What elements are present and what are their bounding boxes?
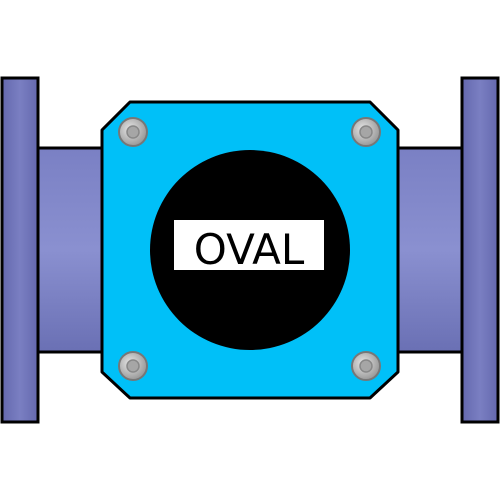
left-flange bbox=[0, 76, 40, 424]
right-pipe bbox=[394, 146, 466, 354]
bolt-bottom-left bbox=[118, 351, 148, 381]
brand-label-plate bbox=[174, 220, 324, 270]
brand-label: OVAL bbox=[194, 225, 305, 274]
bolt-bottom-right bbox=[351, 351, 381, 381]
bolt-top-left bbox=[118, 117, 148, 147]
bolt-top-right bbox=[351, 117, 381, 147]
left-pipe bbox=[34, 146, 106, 354]
right-flange bbox=[460, 76, 500, 424]
